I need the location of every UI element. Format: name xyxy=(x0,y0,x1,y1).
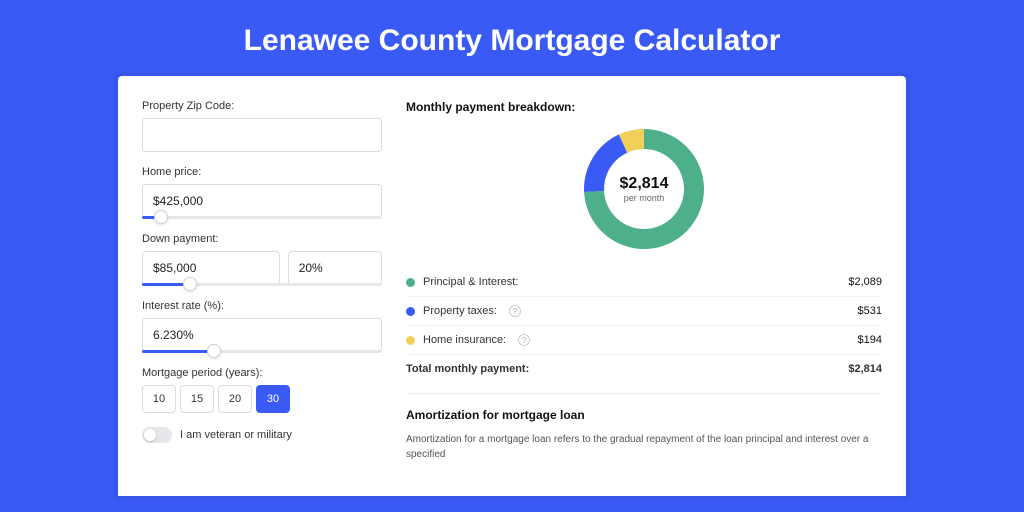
legend-label: Property taxes: xyxy=(423,305,497,317)
interest-rate-field: Interest rate (%): xyxy=(142,300,382,353)
legend-value: $2,089 xyxy=(848,276,882,288)
legend-row: Principal & Interest: $2,089 xyxy=(406,268,882,296)
toggle-knob xyxy=(144,429,156,441)
total-row: Total monthly payment: $2,814 xyxy=(406,354,882,383)
breakdown-title: Monthly payment breakdown: xyxy=(406,100,882,114)
amortization-title: Amortization for mortgage loan xyxy=(406,408,882,422)
home-price-slider[interactable] xyxy=(142,216,382,219)
legend-value: $194 xyxy=(858,334,882,346)
down-payment-slider[interactable] xyxy=(142,283,382,286)
down-payment-label: Down payment: xyxy=(142,233,382,245)
slider-thumb[interactable] xyxy=(207,344,221,358)
period-btn-20[interactable]: 20 xyxy=(218,385,252,413)
veteran-label: I am veteran or military xyxy=(180,429,292,441)
veteran-row: I am veteran or military xyxy=(142,427,382,443)
amortization-section: Amortization for mortgage loan Amortizat… xyxy=(406,393,882,462)
calculator-card: Property Zip Code: Home price: Down paym… xyxy=(118,76,906,496)
legend-label: Principal & Interest: xyxy=(423,276,518,288)
veteran-toggle[interactable] xyxy=(142,427,172,443)
donut-amount: $2,814 xyxy=(620,175,669,193)
donut-sub: per month xyxy=(620,193,669,203)
amortization-text: Amortization for a mortgage loan refers … xyxy=(406,432,882,462)
interest-rate-slider[interactable] xyxy=(142,350,382,353)
legend-row: Property taxes:? $531 xyxy=(406,296,882,325)
legend-value: $531 xyxy=(858,305,882,317)
donut-center: $2,814 per month xyxy=(620,175,669,203)
total-label: Total monthly payment: xyxy=(406,363,529,375)
legend-row: Home insurance:? $194 xyxy=(406,325,882,354)
down-payment-field: Down payment: xyxy=(142,233,382,286)
down-payment-percent-input[interactable] xyxy=(288,251,382,285)
zip-input[interactable] xyxy=(142,118,382,152)
legend-dot xyxy=(406,336,415,345)
legend-dot xyxy=(406,278,415,287)
period-field: Mortgage period (years): 10152030 xyxy=(142,367,382,413)
page-title: Lenawee County Mortgage Calculator xyxy=(0,0,1024,76)
slider-thumb[interactable] xyxy=(154,210,168,224)
down-payment-amount-input[interactable] xyxy=(142,251,280,285)
total-value: $2,814 xyxy=(848,363,882,375)
legend: Principal & Interest: $2,089 Property taxe… xyxy=(406,268,882,354)
zip-label: Property Zip Code: xyxy=(142,100,382,112)
period-buttons: 10152030 xyxy=(142,385,382,413)
breakdown-panel: Monthly payment breakdown: $2,814 per mo… xyxy=(406,100,882,496)
period-btn-10[interactable]: 10 xyxy=(142,385,176,413)
donut-chart-wrap: $2,814 per month xyxy=(406,124,882,254)
legend-dot xyxy=(406,307,415,316)
inputs-panel: Property Zip Code: Home price: Down paym… xyxy=(142,100,382,496)
period-btn-30[interactable]: 30 xyxy=(256,385,290,413)
home-price-field: Home price: xyxy=(142,166,382,219)
home-price-label: Home price: xyxy=(142,166,382,178)
interest-rate-label: Interest rate (%): xyxy=(142,300,382,312)
legend-label: Home insurance: xyxy=(423,334,506,346)
home-price-input[interactable] xyxy=(142,184,382,218)
period-btn-15[interactable]: 15 xyxy=(180,385,214,413)
help-icon[interactable]: ? xyxy=(518,334,530,346)
interest-rate-input[interactable] xyxy=(142,318,382,352)
slider-thumb[interactable] xyxy=(183,277,197,291)
period-label: Mortgage period (years): xyxy=(142,367,382,379)
donut-chart: $2,814 per month xyxy=(579,124,709,254)
zip-field: Property Zip Code: xyxy=(142,100,382,152)
help-icon[interactable]: ? xyxy=(509,305,521,317)
